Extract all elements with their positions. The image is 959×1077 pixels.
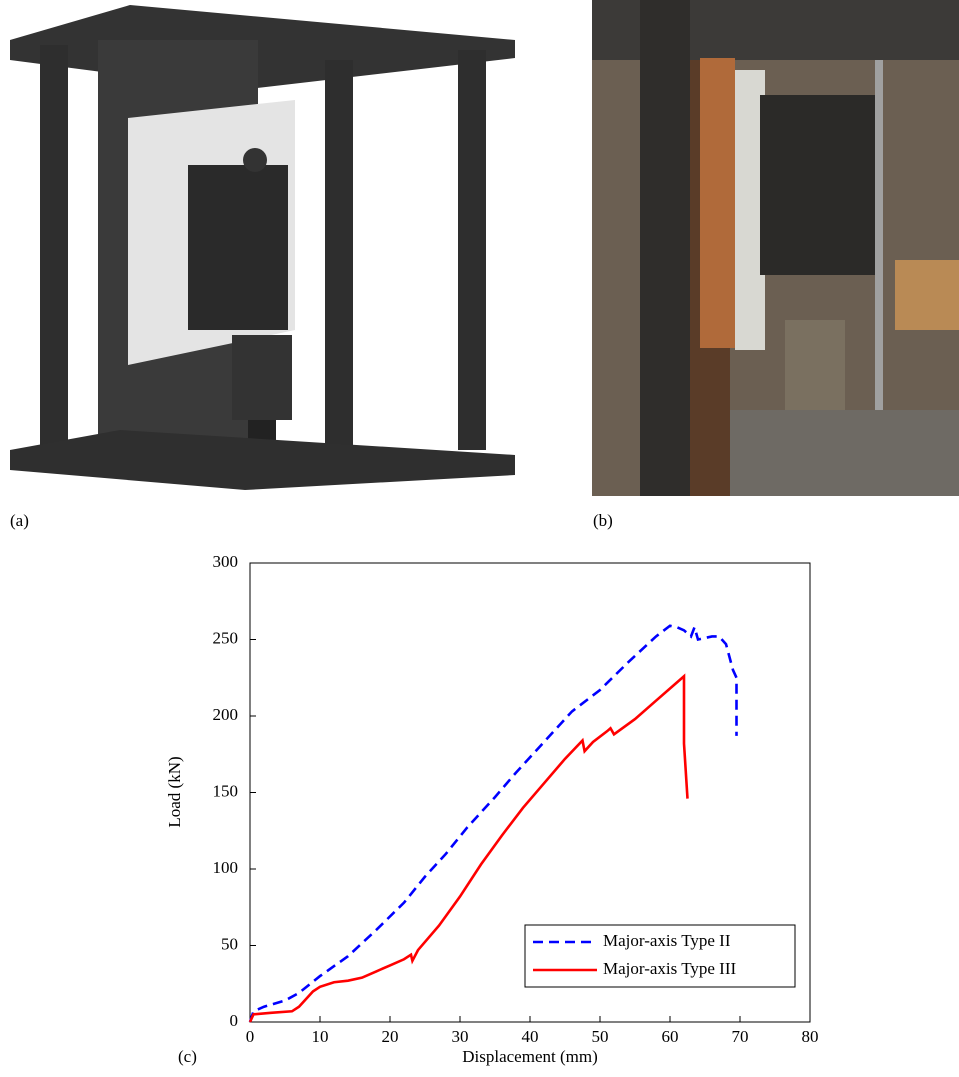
y-tick-label: 300 — [213, 552, 239, 571]
legend-label: Major-axis Type II — [603, 931, 731, 950]
x-tick-label: 40 — [522, 1027, 539, 1046]
panel-label: (c) — [178, 1047, 197, 1066]
figure: (a) (b) (c) Displacement (mm) Load (kN) … — [0, 0, 959, 1072]
x-tick-label: 50 — [592, 1027, 609, 1046]
x-tick-label: 10 — [312, 1027, 329, 1046]
y-axis-title: Load (kN) — [165, 756, 184, 827]
y-tick-label: 0 — [230, 1011, 239, 1030]
rig-photo — [592, 0, 959, 496]
x-axis-title: Displacement (mm) — [462, 1047, 598, 1066]
x-tick-label: 0 — [246, 1027, 255, 1046]
x-tick-label: 80 — [802, 1027, 819, 1046]
y-tick-label: 100 — [213, 858, 239, 877]
y-tick-label: 250 — [213, 628, 239, 647]
x-tick-label: 70 — [732, 1027, 749, 1046]
y-tick-label: 200 — [213, 705, 239, 724]
rig-render — [10, 5, 515, 490]
x-tick-label: 60 — [662, 1027, 679, 1046]
panel-label: (a) — [10, 511, 29, 530]
y-tick-label: 50 — [221, 934, 238, 953]
x-tick-label: 20 — [382, 1027, 399, 1046]
x-tick-label: 30 — [452, 1027, 469, 1046]
legend-label: Major-axis Type III — [603, 959, 737, 978]
y-tick-label: 150 — [213, 781, 239, 800]
panel-label: (b) — [593, 511, 613, 530]
